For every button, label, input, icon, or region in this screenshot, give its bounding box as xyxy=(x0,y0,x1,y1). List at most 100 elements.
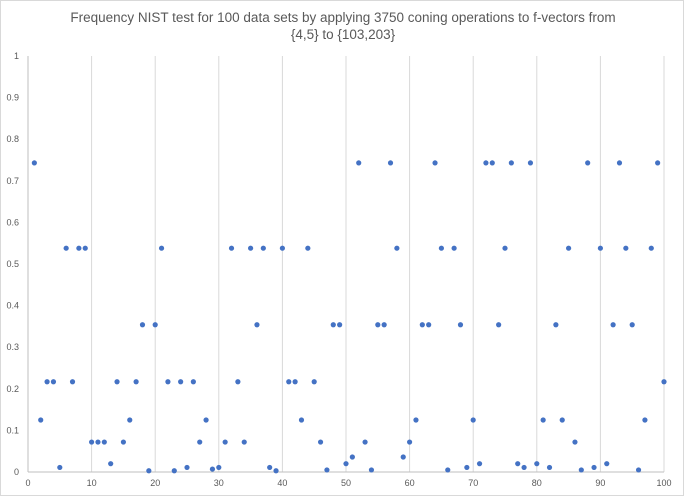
data-point xyxy=(273,468,279,474)
data-point xyxy=(89,439,95,445)
data-point xyxy=(139,322,146,328)
data-point xyxy=(216,464,222,471)
data-point xyxy=(69,379,76,385)
data-point xyxy=(44,379,50,385)
data-point xyxy=(362,439,368,445)
data-point xyxy=(114,379,120,385)
data-point xyxy=(260,245,266,251)
x-tick-label: 100 xyxy=(656,478,671,488)
data-point xyxy=(534,461,540,467)
data-point xyxy=(63,245,69,251)
data-points xyxy=(31,160,667,474)
chart-title: Frequency NIST test for 100 data sets by… xyxy=(1,9,684,43)
data-point xyxy=(585,160,591,166)
x-tick-label: 0 xyxy=(25,478,30,488)
data-point xyxy=(407,439,413,445)
data-point xyxy=(597,245,604,251)
data-point xyxy=(515,461,521,467)
data-point xyxy=(648,245,654,251)
data-point xyxy=(120,439,126,445)
x-tick-label: 70 xyxy=(468,478,478,488)
data-point xyxy=(203,417,209,423)
axes xyxy=(27,56,664,473)
x-tick-label: 90 xyxy=(595,478,605,488)
x-tick-label: 80 xyxy=(532,478,542,488)
data-point xyxy=(197,439,203,445)
data-point xyxy=(241,439,247,445)
data-point xyxy=(324,467,330,473)
data-point xyxy=(476,461,483,467)
data-point xyxy=(254,322,260,328)
data-point xyxy=(146,468,152,474)
data-point xyxy=(438,245,444,251)
x-tick-label: 40 xyxy=(277,478,287,488)
data-point xyxy=(127,417,133,423)
y-tick-label: 0.3 xyxy=(6,342,19,352)
data-point xyxy=(267,464,273,471)
data-point xyxy=(572,439,578,445)
data-point xyxy=(95,439,101,445)
y-tick-label: 0.2 xyxy=(6,384,19,394)
data-point xyxy=(108,461,114,467)
data-point xyxy=(31,160,37,166)
data-point xyxy=(381,322,387,328)
chart-title-line-1: Frequency NIST test for 100 data sets by… xyxy=(70,10,616,25)
data-point xyxy=(496,322,502,328)
data-point xyxy=(394,245,400,251)
data-point xyxy=(298,417,305,423)
data-point xyxy=(655,160,661,166)
data-point xyxy=(133,379,139,385)
y-tick-label: 0.7 xyxy=(6,176,19,186)
data-point xyxy=(222,439,228,445)
data-point xyxy=(616,160,623,166)
data-point xyxy=(387,160,394,166)
data-point xyxy=(311,379,317,385)
data-point xyxy=(400,454,406,460)
data-point xyxy=(629,322,635,328)
data-point xyxy=(209,466,216,472)
data-point xyxy=(190,379,196,385)
y-tick-label: 0 xyxy=(14,467,19,477)
data-point xyxy=(432,160,438,166)
data-point xyxy=(464,464,470,471)
data-point xyxy=(356,160,362,166)
data-point xyxy=(451,245,457,251)
data-point xyxy=(540,417,546,423)
data-point xyxy=(610,322,616,328)
data-point xyxy=(413,417,419,423)
data-point xyxy=(508,160,514,166)
data-point xyxy=(483,160,489,166)
x-tick-label: 60 xyxy=(405,478,415,488)
data-point xyxy=(426,322,432,328)
data-point xyxy=(553,322,559,328)
data-point xyxy=(419,322,425,328)
data-point xyxy=(171,468,177,474)
data-point xyxy=(317,439,324,445)
data-point xyxy=(527,160,534,166)
data-point xyxy=(604,461,610,467)
data-point xyxy=(578,467,584,473)
data-point xyxy=(38,417,44,423)
data-point xyxy=(623,245,629,251)
data-point xyxy=(228,245,235,251)
data-point xyxy=(502,245,508,251)
data-point xyxy=(57,464,63,471)
data-point xyxy=(76,245,82,251)
data-point xyxy=(101,439,107,445)
data-point xyxy=(375,322,381,328)
data-point xyxy=(470,417,476,423)
data-point xyxy=(158,245,165,251)
gridlines xyxy=(91,56,665,472)
data-point xyxy=(152,322,158,328)
data-point xyxy=(279,245,285,251)
y-tick-label: 0.4 xyxy=(6,301,19,311)
data-point xyxy=(337,322,343,328)
data-point xyxy=(349,454,355,460)
y-tick-labels: 0 0.1 0.2 0.3 0.4 0.5 0.6 0.7 0.8 0.9 1 xyxy=(6,51,19,477)
data-point xyxy=(591,464,597,471)
data-point xyxy=(457,322,464,328)
data-point xyxy=(305,245,311,251)
y-tick-label: 0.8 xyxy=(6,134,19,144)
data-point xyxy=(343,461,349,467)
